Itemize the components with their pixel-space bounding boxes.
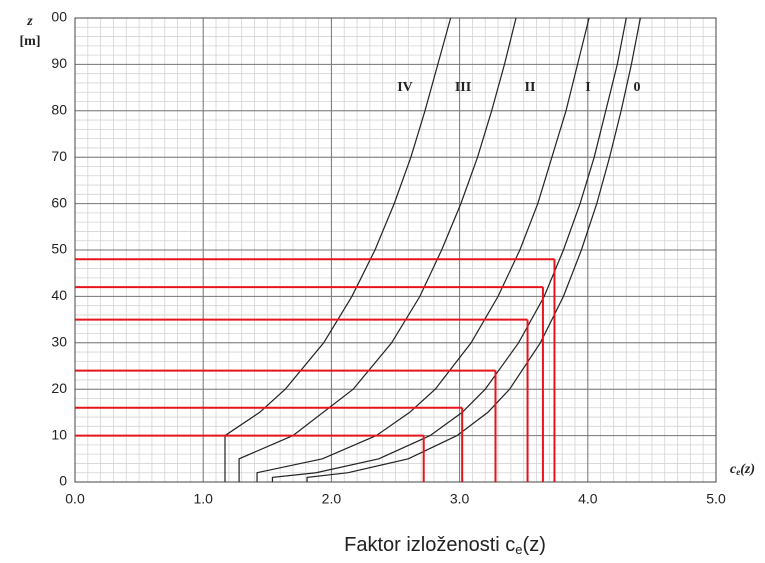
y-tick-label: 0 [59,473,67,489]
caption-tail: (z) [523,534,546,556]
y-tick-label: 10 [51,426,67,442]
y-tick-label: 60 [51,194,67,210]
y-tick-label: 00 [51,9,67,25]
y-tick-label: 40 [51,287,67,303]
curve [306,17,641,482]
x-tick-label: 4.0 [578,491,598,507]
x-tick-label: 0.0 [65,491,85,507]
caption: Faktor izloženosti ce(z) [344,534,546,557]
caption-sub: e [515,542,522,557]
x-label-sub: e [736,467,740,477]
y-tick-label: 20 [51,380,67,396]
x-tick-label: 3.0 [450,491,470,507]
curve-label: IV [397,80,413,95]
curve [271,17,627,482]
caption-main: Faktor izloženosti c [344,534,515,556]
x-tick-label: 1.0 [193,491,213,507]
y-tick-label: 90 [51,55,67,71]
x-label-main: c [730,462,737,477]
y-axis-label: z [26,14,33,29]
curve [224,17,452,482]
curve [238,17,517,482]
x-tick-label: 2.0 [322,491,342,507]
y-axis-unit: [m] [20,34,41,49]
plot-frame [74,17,717,483]
y-tick-label: 50 [51,241,67,257]
curve-label: I [585,80,590,95]
curve-label: 0 [634,80,641,95]
x-label-tail: (z) [740,462,755,477]
y-tick-label: 80 [51,102,67,118]
curve-label: II [525,80,536,95]
x-axis-label: ce(z) [730,462,755,477]
curve-label: III [455,80,471,95]
y-tick-label: 30 [51,334,67,350]
y-tick-label: 70 [51,148,67,164]
x-tick-label: 5.0 [706,491,726,507]
